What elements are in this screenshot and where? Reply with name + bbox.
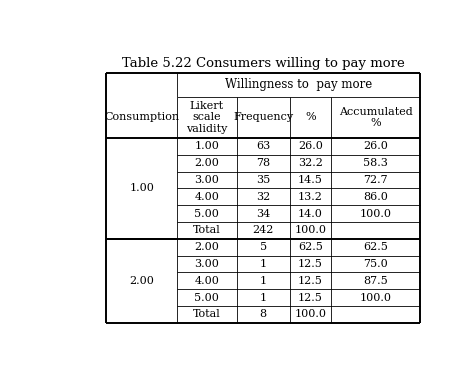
Text: 78: 78 bbox=[256, 158, 270, 168]
Text: 5: 5 bbox=[260, 242, 267, 252]
Text: 242: 242 bbox=[252, 225, 274, 235]
Text: Likert
scale
validity: Likert scale validity bbox=[186, 101, 227, 134]
Text: 14.5: 14.5 bbox=[298, 175, 323, 185]
Text: %: % bbox=[305, 113, 316, 123]
Text: 62.5: 62.5 bbox=[298, 242, 323, 252]
Text: 100.0: 100.0 bbox=[359, 293, 391, 303]
Text: 14.0: 14.0 bbox=[298, 208, 323, 218]
Text: Consumption: Consumption bbox=[104, 113, 179, 123]
Text: 1: 1 bbox=[260, 259, 267, 269]
Text: 100.0: 100.0 bbox=[359, 208, 391, 218]
Text: 4.00: 4.00 bbox=[195, 276, 219, 286]
Text: 12.5: 12.5 bbox=[298, 293, 323, 303]
Text: Accumulated
%: Accumulated % bbox=[339, 107, 413, 128]
Text: 13.2: 13.2 bbox=[298, 192, 323, 202]
Text: 2.00: 2.00 bbox=[195, 158, 219, 168]
Text: 100.0: 100.0 bbox=[294, 309, 326, 319]
Text: 1: 1 bbox=[260, 293, 267, 303]
Text: 5.00: 5.00 bbox=[195, 293, 219, 303]
Text: 62.5: 62.5 bbox=[363, 242, 388, 252]
Text: 75.0: 75.0 bbox=[363, 259, 388, 269]
Text: Willingness to  pay more: Willingness to pay more bbox=[225, 78, 372, 91]
Text: 12.5: 12.5 bbox=[298, 276, 323, 286]
Text: 12.5: 12.5 bbox=[298, 259, 323, 269]
Text: 32.2: 32.2 bbox=[298, 158, 323, 168]
Text: 2.00: 2.00 bbox=[129, 276, 154, 286]
Text: 100.0: 100.0 bbox=[294, 225, 326, 235]
Text: 63: 63 bbox=[256, 141, 270, 151]
Text: 2.00: 2.00 bbox=[195, 242, 219, 252]
Text: 5.00: 5.00 bbox=[195, 208, 219, 218]
Text: 26.0: 26.0 bbox=[298, 141, 323, 151]
Text: 4.00: 4.00 bbox=[195, 192, 219, 202]
Text: 8: 8 bbox=[260, 309, 267, 319]
Text: 1.00: 1.00 bbox=[195, 141, 219, 151]
Text: 72.7: 72.7 bbox=[363, 175, 388, 185]
Text: 32: 32 bbox=[256, 192, 270, 202]
Text: 1.00: 1.00 bbox=[129, 183, 154, 193]
Text: 35: 35 bbox=[256, 175, 270, 185]
Text: Table 5.22 Consumers willing to pay more: Table 5.22 Consumers willing to pay more bbox=[122, 57, 405, 70]
Text: 34: 34 bbox=[256, 208, 270, 218]
Text: Frequency: Frequency bbox=[233, 113, 293, 123]
Text: 1: 1 bbox=[260, 276, 267, 286]
Text: 58.3: 58.3 bbox=[363, 158, 388, 168]
Text: 26.0: 26.0 bbox=[363, 141, 388, 151]
Text: 86.0: 86.0 bbox=[363, 192, 388, 202]
Text: 87.5: 87.5 bbox=[363, 276, 388, 286]
Text: Total: Total bbox=[193, 225, 220, 235]
Text: 3.00: 3.00 bbox=[195, 259, 219, 269]
Text: Total: Total bbox=[193, 309, 220, 319]
Text: 3.00: 3.00 bbox=[195, 175, 219, 185]
